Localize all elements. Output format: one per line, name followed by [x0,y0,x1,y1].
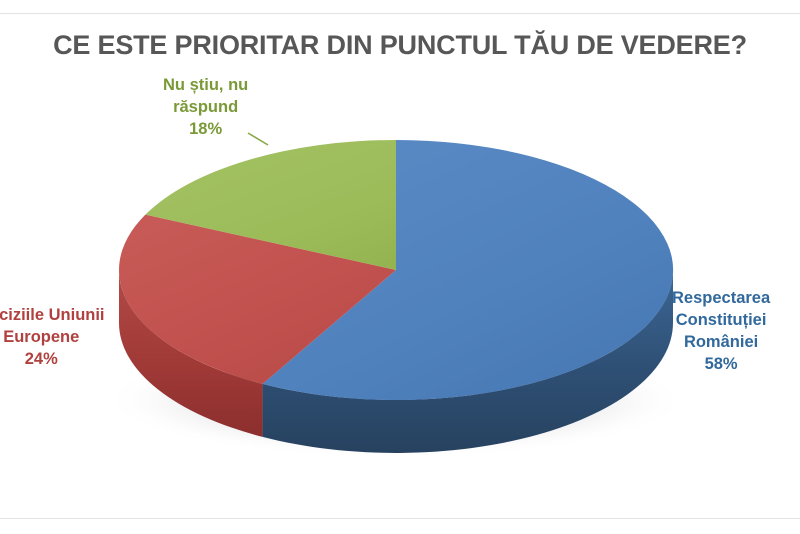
pie-label-line-1: Nu știu, nu [163,76,249,94]
pie-label-deciziile-uniunii-europene: Deciziile Uniunii Europene 24% [0,305,105,371]
pie-label-percent: 24% [24,349,58,368]
pie-label-percent: 18% [189,119,223,138]
pie-label-line-1: Deciziile Uniunii [0,306,105,324]
pie-slice-top-respectarea-constitutiei-romaniei [262,139,674,400]
pie-label-line-3: României [683,332,759,351]
pie-label-line-2: răspund [173,97,239,116]
pie-label-line-2: Europene [3,327,80,346]
pie-label-line-1: Respectarea [672,289,771,307]
pie-label-nu-stiu-nu-raspund: Nu știu, nu răspund 18% [163,75,248,141]
slide-top-divider [0,13,800,14]
pie-slice-side-respectarea-constitutiei-romaniei [262,270,673,453]
pie-slice-top-deciziile-uniunii-europene [119,214,397,384]
pie-chart-svg [104,132,688,458]
pie-slice-top-nu-stiu-nu-raspund [145,140,396,270]
pie-label-respectarea-constitutiei-romaniei: Respectarea Constituției României 58% [672,288,770,376]
pie-chart-area: Respectarea Constituției României 58% De… [0,60,800,480]
pie-slice-side-deciziile-uniunii-europene [119,270,263,437]
chart-title: CE ESTE PRIORITAR DIN PUNCTUL TĂU DE VED… [53,30,747,60]
leader-line-nu-stiu-nu-raspund [247,132,269,146]
pie-label-line-2: Constituției [675,310,767,329]
slide-bottom-divider [0,518,800,519]
pie-label-percent: 58% [704,354,738,373]
